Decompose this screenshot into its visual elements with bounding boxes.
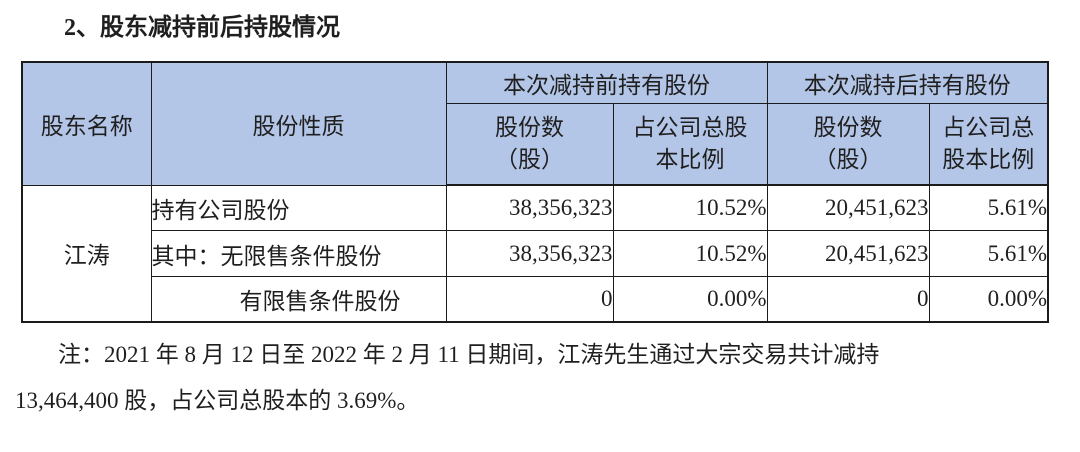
table-header-group-row: 股东名称 股份性质 本次减持前持有股份 本次减持后持有股份: [21, 61, 1049, 186]
share-nature-cell: 有限售条件股份: [150, 276, 447, 323]
before-shares-cell: 38,356,323: [445, 230, 614, 277]
before-ratio-cell: 10.52%: [612, 230, 768, 277]
before-ratio-cell: 0.00%: [612, 276, 768, 323]
table-row: 其中：无限售条件股份 38,356,323 10.52% 20,451,623 …: [22, 230, 1049, 277]
after-ratio-cell: 5.61%: [928, 184, 1049, 231]
after-shares-cell: 20,451,623: [766, 230, 930, 277]
footnote-line-2: 13,464,400 股，占公司总股本的 3.69%。: [15, 388, 420, 413]
header-after-share-count: 股份数 （股）: [766, 103, 930, 186]
header-after-ratio-label: 占公司总 股本比例: [942, 115, 1035, 172]
after-ratio-cell: 0.00%: [928, 276, 1049, 323]
share-nature-cell: 持有公司股份: [150, 184, 447, 231]
header-after-reduction-group: 本次减持后持有股份: [766, 61, 1049, 104]
header-before-ratio-label: 占公司总股 本比例: [632, 115, 748, 172]
table-header-sub-row: 股份数 （股） 占公司总股 本比例 股份数 （股） 占公司总 股本比例: [22, 103, 1049, 186]
after-shares-cell: 0: [766, 276, 930, 323]
header-after-share-count-label: 股份数 （股）: [813, 115, 883, 172]
shareholding-table: 股东名称 股份性质 本次减持前持有股份 本次减持后持有股份 股份数 （股） 占公…: [21, 61, 1049, 323]
table-row: 江涛 持有公司股份 38,356,323 10.52% 20,451,623 5…: [21, 184, 1049, 323]
header-shareholder-name: 股东名称: [21, 61, 152, 186]
header-before-share-count-label: 股份数 （股）: [495, 115, 564, 172]
before-ratio-cell: 10.52%: [612, 184, 768, 231]
after-shares-cell: 20,451,623: [766, 184, 930, 231]
footnote-paragraph: 注：2021 年 8 月 12 日至 2022 年 2 月 11 日期间，江涛先…: [15, 332, 1080, 424]
header-before-share-count: 股份数 （股）: [445, 103, 614, 186]
before-shares-cell: 0: [445, 276, 614, 323]
footnote-line-1: 注：2021 年 8 月 12 日至 2022 年 2 月 11 日期间，江涛先…: [58, 342, 880, 367]
share-nature-cell: 其中：无限售条件股份: [150, 230, 447, 277]
after-ratio-cell: 5.61%: [928, 230, 1049, 277]
header-before-reduction-group: 本次减持前持有股份: [445, 61, 768, 104]
header-after-ratio: 占公司总 股本比例: [928, 103, 1049, 186]
header-before-ratio: 占公司总股 本比例: [612, 103, 768, 186]
page-title: 2、股东减持前后持股情况: [64, 15, 340, 41]
table-row: 有限售条件股份 0 0.00% 0 0.00%: [22, 276, 1049, 323]
before-shares-cell: 38,356,323: [445, 184, 614, 231]
shareholder-name-cell: 江涛: [21, 184, 152, 323]
header-share-nature: 股份性质: [150, 61, 447, 186]
